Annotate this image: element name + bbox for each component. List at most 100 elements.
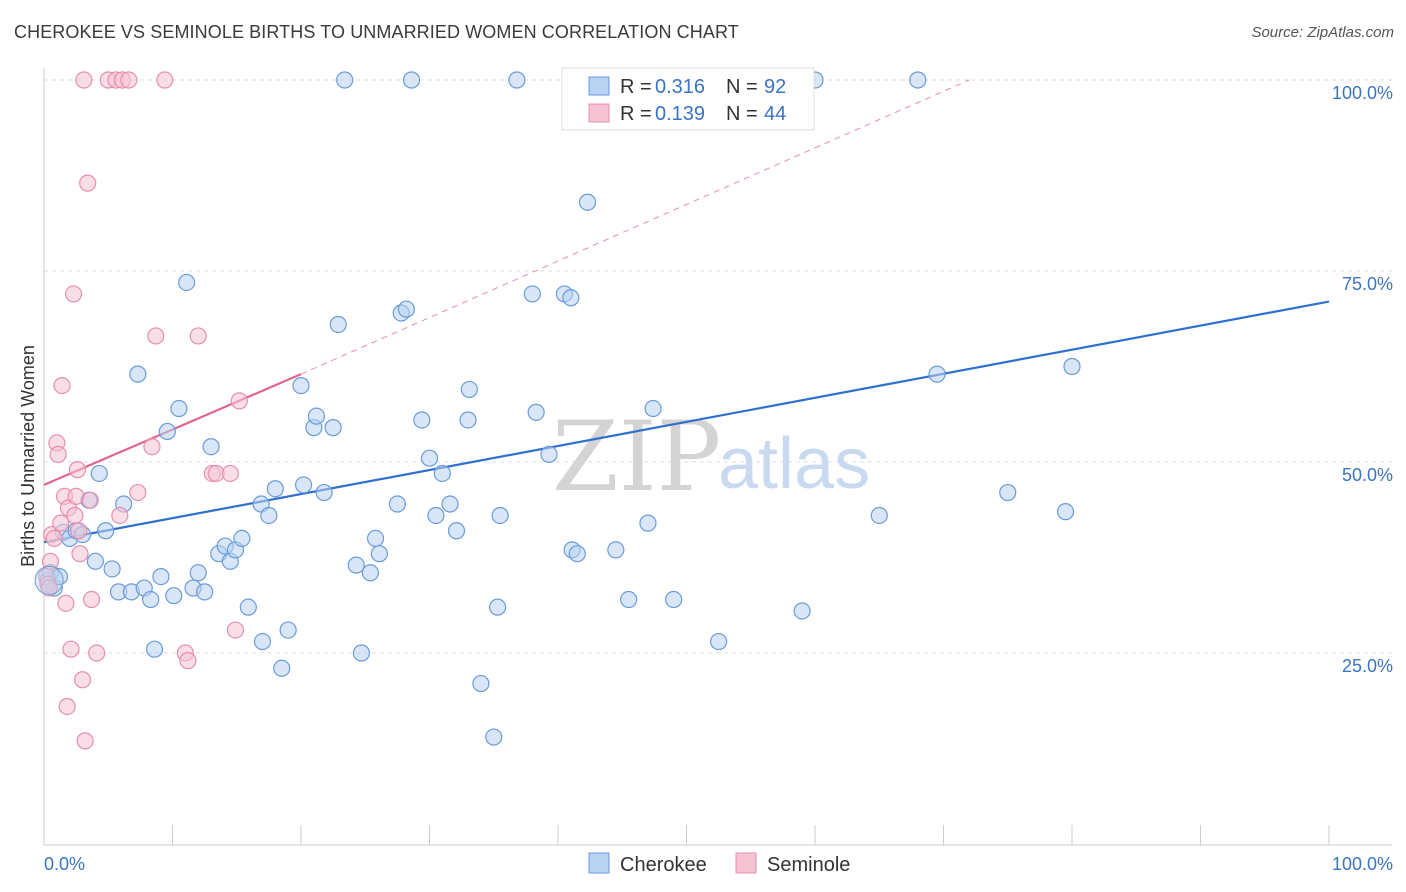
seminole-point-27 (88, 644, 106, 662)
legend-r-label-cherokee: R = (620, 76, 652, 98)
cherokee-point-11 (97, 522, 115, 540)
seminole-point-43 (226, 621, 245, 639)
series-legend-label-cherokee: Cherokee (620, 854, 707, 876)
seminole-point-8 (52, 514, 70, 532)
series-legend-swatch-seminole (735, 852, 757, 874)
cherokee-point-79 (607, 541, 625, 559)
cherokee-point-36 (253, 632, 272, 651)
y-axis-label: Births to Unmarried Women (18, 345, 38, 567)
cherokee-point-65 (460, 380, 478, 399)
series-legend-swatch-cherokee (588, 852, 610, 874)
cherokee-point-57 (402, 71, 421, 89)
seminole-trend-extension (300, 79, 970, 375)
cherokee-point-70 (508, 71, 526, 89)
seminole-point-7 (49, 445, 67, 463)
cherokee-point-42 (294, 476, 313, 494)
cherokee-point-89 (909, 71, 927, 89)
seminole-point-38 (179, 652, 197, 670)
cherokee-point-50 (352, 644, 370, 662)
cherokee-point-78 (578, 193, 597, 211)
y-tick-label-0: 25.0% (1342, 656, 1393, 676)
cherokee-point-73 (540, 445, 558, 463)
y-tick-label-2: 75.0% (1342, 274, 1393, 294)
cherokee-point-38 (266, 480, 284, 498)
series-legend-label-seminole: Seminole (767, 854, 850, 876)
legend-swatch-cherokee (588, 76, 610, 96)
cherokee-point-19 (145, 640, 164, 658)
cherokee-point-67 (485, 728, 503, 746)
seminole-point-18 (68, 461, 87, 479)
cherokee-point-40 (279, 621, 297, 639)
source-credit: Source: ZipAtlas.com (1251, 24, 1394, 41)
cherokee-point-21 (158, 422, 176, 441)
cherokee-point-91 (999, 483, 1017, 502)
cherokee-point-93 (1063, 357, 1081, 376)
seminole-point-2 (40, 579, 58, 597)
seminole-point-15 (64, 285, 83, 303)
data-points (34, 71, 1081, 750)
cherokee-point-46 (324, 419, 342, 437)
seminole-point-26 (82, 590, 101, 609)
cherokee-point-27 (196, 583, 214, 601)
y-tick-label-3: 100.0% (1332, 83, 1393, 103)
legend-r-value-cherokee: 0.316 (655, 76, 705, 98)
seminole-point-42 (221, 464, 239, 483)
cherokee-cluster-marker (34, 565, 64, 595)
grid-lines (44, 79, 1392, 654)
cherokee-point-88 (870, 506, 888, 525)
seminole-point-34 (143, 438, 161, 456)
cherokee-point-39 (273, 659, 291, 677)
seminole-point-39 (189, 327, 207, 345)
cherokee-point-81 (639, 514, 657, 532)
cherokee-point-76 (568, 545, 586, 563)
cherokee-point-54 (388, 495, 406, 513)
x-tick-label-max: 100.0% (1332, 854, 1393, 874)
cherokee-point-86 (793, 602, 811, 620)
cherokee-point-24 (178, 273, 196, 292)
cherokee-point-84 (710, 632, 728, 651)
seminole-point-20 (71, 545, 89, 563)
cherokee-point-12 (103, 560, 121, 578)
cherokee-point-10 (90, 464, 108, 483)
cherokee-point-62 (441, 495, 459, 513)
cherokee-point-80 (620, 590, 638, 609)
cherokee-point-16 (129, 365, 147, 383)
seminole-point-33 (129, 483, 147, 502)
cherokee-point-82 (644, 399, 662, 418)
seminole-point-44 (230, 392, 248, 410)
cherokee-point-60 (427, 506, 445, 525)
series-legend: Cherokee Seminole (588, 852, 850, 876)
seminole-point-24 (79, 174, 97, 192)
seminole-point-12 (58, 697, 76, 716)
cherokee-point-90 (928, 365, 946, 383)
cherokee-point-92 (1056, 503, 1075, 521)
cherokee-point-23 (170, 399, 188, 418)
seminole-point-17 (67, 487, 85, 505)
cherokee-point-34 (239, 598, 257, 616)
cherokee-point-45 (315, 483, 333, 502)
legend-r-value-seminole: 0.139 (655, 103, 705, 125)
cherokee-point-44 (307, 407, 326, 425)
seminole-point-30 (111, 506, 129, 525)
chart-title: CHEROKEE VS SEMINOLE BIRTHS TO UNMARRIED… (14, 22, 739, 42)
cherokee-point-41 (292, 377, 310, 395)
cherokee-point-37 (260, 506, 278, 525)
watermark-atlas: atlas (718, 424, 870, 504)
cherokee-point-53 (370, 545, 388, 563)
cherokee-point-18 (142, 590, 160, 609)
cherokee-point-20 (152, 567, 170, 586)
cherokee-point-26 (189, 564, 207, 582)
cherokee-point-28 (202, 438, 220, 456)
legend-r-label-seminole: R = (620, 103, 652, 125)
y-tick-labels: 25.0% 50.0% 75.0% 100.0% (1332, 83, 1393, 676)
legend-n-value-seminole: 44 (764, 103, 786, 125)
cherokee-point-47 (329, 315, 347, 334)
y-tick-label-1: 50.0% (1342, 465, 1393, 485)
seminole-point-14 (62, 640, 80, 658)
cherokee-point-48 (336, 71, 354, 89)
cherokee-point-52 (366, 529, 385, 548)
cherokee-point-66 (472, 674, 490, 693)
cherokee-point-22 (165, 587, 183, 605)
seminole-point-25 (81, 491, 99, 509)
cherokee-point-68 (489, 598, 507, 616)
